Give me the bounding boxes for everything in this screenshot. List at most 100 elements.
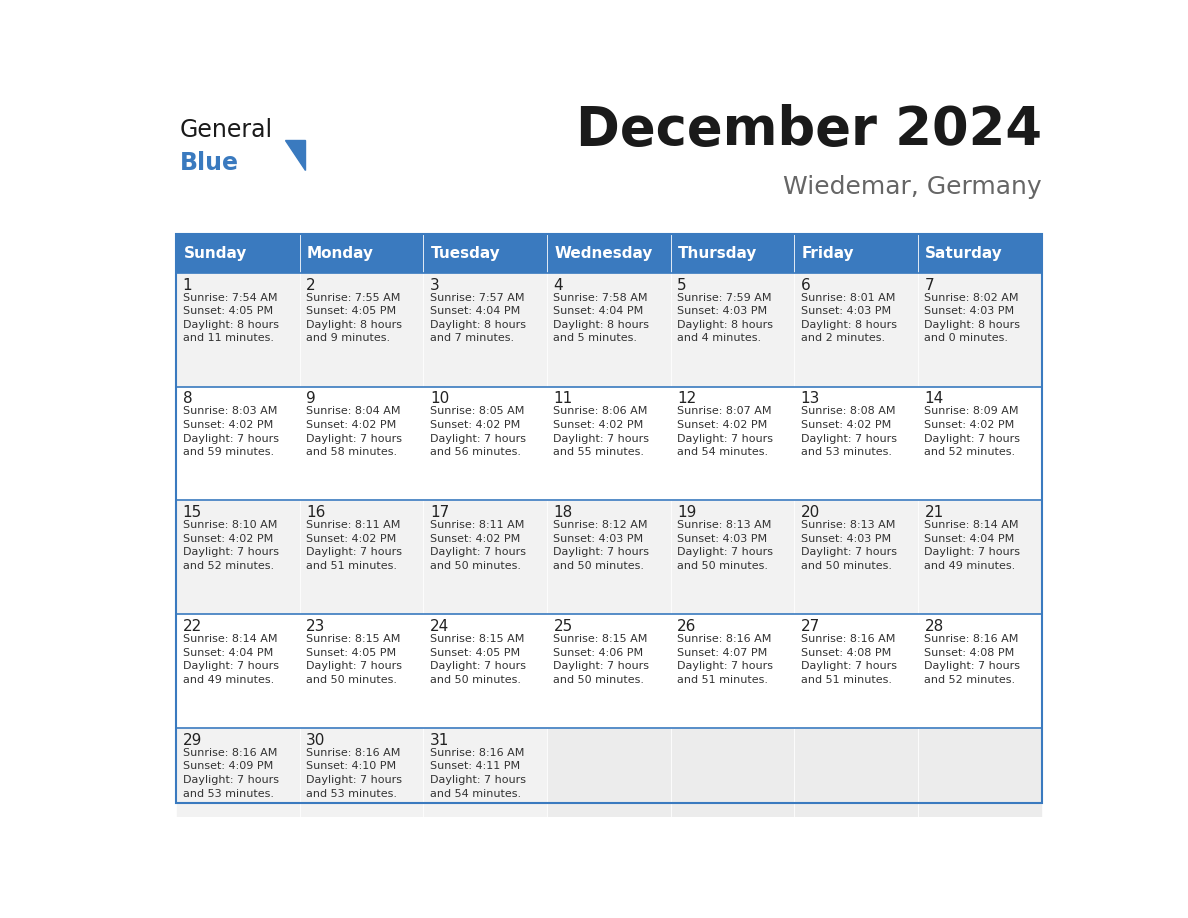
Text: 25: 25 bbox=[554, 619, 573, 634]
Text: Sunrise: 8:15 AM
Sunset: 4:05 PM
Daylight: 7 hours
and 50 minutes.: Sunrise: 8:15 AM Sunset: 4:05 PM Dayligh… bbox=[307, 634, 403, 685]
Polygon shape bbox=[285, 140, 305, 170]
Text: 29: 29 bbox=[183, 733, 202, 748]
Text: 11: 11 bbox=[554, 391, 573, 407]
Text: Monday: Monday bbox=[308, 246, 374, 261]
Text: Wiedemar, Germany: Wiedemar, Germany bbox=[783, 174, 1042, 198]
Text: Sunrise: 8:15 AM
Sunset: 4:05 PM
Daylight: 7 hours
and 50 minutes.: Sunrise: 8:15 AM Sunset: 4:05 PM Dayligh… bbox=[430, 634, 526, 685]
Text: Blue: Blue bbox=[179, 151, 239, 175]
Text: 28: 28 bbox=[924, 619, 943, 634]
Text: 27: 27 bbox=[801, 619, 820, 634]
Text: Sunrise: 8:16 AM
Sunset: 4:10 PM
Daylight: 7 hours
and 53 minutes.: Sunrise: 8:16 AM Sunset: 4:10 PM Dayligh… bbox=[307, 748, 403, 799]
Text: 8: 8 bbox=[183, 391, 192, 407]
Text: General: General bbox=[179, 118, 273, 142]
Text: Sunrise: 8:01 AM
Sunset: 4:03 PM
Daylight: 8 hours
and 2 minutes.: Sunrise: 8:01 AM Sunset: 4:03 PM Dayligh… bbox=[801, 293, 897, 343]
Text: Sunrise: 7:55 AM
Sunset: 4:05 PM
Daylight: 8 hours
and 9 minutes.: Sunrise: 7:55 AM Sunset: 4:05 PM Dayligh… bbox=[307, 293, 403, 343]
Text: Sunrise: 7:54 AM
Sunset: 4:05 PM
Daylight: 8 hours
and 11 minutes.: Sunrise: 7:54 AM Sunset: 4:05 PM Dayligh… bbox=[183, 293, 278, 343]
FancyBboxPatch shape bbox=[176, 728, 299, 842]
Text: Sunrise: 8:12 AM
Sunset: 4:03 PM
Daylight: 7 hours
and 50 minutes.: Sunrise: 8:12 AM Sunset: 4:03 PM Dayligh… bbox=[554, 521, 650, 571]
Text: December 2024: December 2024 bbox=[575, 104, 1042, 156]
Text: 22: 22 bbox=[183, 619, 202, 634]
FancyBboxPatch shape bbox=[795, 273, 918, 386]
FancyBboxPatch shape bbox=[176, 273, 299, 386]
Text: 30: 30 bbox=[307, 733, 326, 748]
FancyBboxPatch shape bbox=[546, 728, 671, 842]
Text: Sunrise: 8:07 AM
Sunset: 4:02 PM
Daylight: 7 hours
and 54 minutes.: Sunrise: 8:07 AM Sunset: 4:02 PM Dayligh… bbox=[677, 407, 773, 457]
FancyBboxPatch shape bbox=[299, 386, 423, 500]
FancyBboxPatch shape bbox=[176, 614, 299, 728]
Text: Sunrise: 8:16 AM
Sunset: 4:08 PM
Daylight: 7 hours
and 51 minutes.: Sunrise: 8:16 AM Sunset: 4:08 PM Dayligh… bbox=[801, 634, 897, 685]
FancyBboxPatch shape bbox=[546, 614, 671, 728]
Text: Sunday: Sunday bbox=[183, 246, 247, 261]
FancyBboxPatch shape bbox=[918, 386, 1042, 500]
Text: 13: 13 bbox=[801, 391, 820, 407]
Text: 5: 5 bbox=[677, 277, 687, 293]
Text: Tuesday: Tuesday bbox=[431, 246, 500, 261]
FancyBboxPatch shape bbox=[671, 234, 795, 273]
FancyBboxPatch shape bbox=[299, 728, 423, 842]
Text: Wednesday: Wednesday bbox=[555, 246, 652, 261]
FancyBboxPatch shape bbox=[546, 234, 671, 273]
FancyBboxPatch shape bbox=[671, 273, 795, 386]
Text: 2: 2 bbox=[307, 277, 316, 293]
Text: Sunrise: 8:04 AM
Sunset: 4:02 PM
Daylight: 7 hours
and 58 minutes.: Sunrise: 8:04 AM Sunset: 4:02 PM Dayligh… bbox=[307, 407, 403, 457]
FancyBboxPatch shape bbox=[795, 234, 918, 273]
FancyBboxPatch shape bbox=[176, 234, 299, 273]
FancyBboxPatch shape bbox=[423, 386, 546, 500]
FancyBboxPatch shape bbox=[423, 273, 546, 386]
FancyBboxPatch shape bbox=[918, 273, 1042, 386]
Text: 21: 21 bbox=[924, 505, 943, 521]
Text: Sunrise: 8:16 AM
Sunset: 4:09 PM
Daylight: 7 hours
and 53 minutes.: Sunrise: 8:16 AM Sunset: 4:09 PM Dayligh… bbox=[183, 748, 278, 799]
Text: 20: 20 bbox=[801, 505, 820, 521]
Text: 14: 14 bbox=[924, 391, 943, 407]
Text: 23: 23 bbox=[307, 619, 326, 634]
Text: Sunrise: 8:16 AM
Sunset: 4:08 PM
Daylight: 7 hours
and 52 minutes.: Sunrise: 8:16 AM Sunset: 4:08 PM Dayligh… bbox=[924, 634, 1020, 685]
Text: 4: 4 bbox=[554, 277, 563, 293]
Text: Sunrise: 8:14 AM
Sunset: 4:04 PM
Daylight: 7 hours
and 49 minutes.: Sunrise: 8:14 AM Sunset: 4:04 PM Dayligh… bbox=[183, 634, 278, 685]
Text: Saturday: Saturday bbox=[925, 246, 1003, 261]
FancyBboxPatch shape bbox=[671, 728, 795, 842]
Text: Sunrise: 8:11 AM
Sunset: 4:02 PM
Daylight: 7 hours
and 51 minutes.: Sunrise: 8:11 AM Sunset: 4:02 PM Dayligh… bbox=[307, 521, 403, 571]
Text: Sunrise: 7:59 AM
Sunset: 4:03 PM
Daylight: 8 hours
and 4 minutes.: Sunrise: 7:59 AM Sunset: 4:03 PM Dayligh… bbox=[677, 293, 773, 343]
FancyBboxPatch shape bbox=[176, 500, 299, 614]
Text: 6: 6 bbox=[801, 277, 810, 293]
FancyBboxPatch shape bbox=[299, 273, 423, 386]
FancyBboxPatch shape bbox=[918, 614, 1042, 728]
FancyBboxPatch shape bbox=[671, 614, 795, 728]
Text: Sunrise: 8:16 AM
Sunset: 4:11 PM
Daylight: 7 hours
and 54 minutes.: Sunrise: 8:16 AM Sunset: 4:11 PM Dayligh… bbox=[430, 748, 526, 799]
Text: Friday: Friday bbox=[802, 246, 854, 261]
Text: Sunrise: 7:58 AM
Sunset: 4:04 PM
Daylight: 8 hours
and 5 minutes.: Sunrise: 7:58 AM Sunset: 4:04 PM Dayligh… bbox=[554, 293, 650, 343]
Text: 24: 24 bbox=[430, 619, 449, 634]
Text: 31: 31 bbox=[430, 733, 449, 748]
Text: 15: 15 bbox=[183, 505, 202, 521]
Text: 1: 1 bbox=[183, 277, 192, 293]
FancyBboxPatch shape bbox=[546, 386, 671, 500]
Text: Sunrise: 7:57 AM
Sunset: 4:04 PM
Daylight: 8 hours
and 7 minutes.: Sunrise: 7:57 AM Sunset: 4:04 PM Dayligh… bbox=[430, 293, 526, 343]
Text: 7: 7 bbox=[924, 277, 934, 293]
FancyBboxPatch shape bbox=[299, 234, 423, 273]
Text: 9: 9 bbox=[307, 391, 316, 407]
FancyBboxPatch shape bbox=[795, 500, 918, 614]
Text: Sunrise: 8:09 AM
Sunset: 4:02 PM
Daylight: 7 hours
and 52 minutes.: Sunrise: 8:09 AM Sunset: 4:02 PM Dayligh… bbox=[924, 407, 1020, 457]
Text: 10: 10 bbox=[430, 391, 449, 407]
Text: Sunrise: 8:05 AM
Sunset: 4:02 PM
Daylight: 7 hours
and 56 minutes.: Sunrise: 8:05 AM Sunset: 4:02 PM Dayligh… bbox=[430, 407, 526, 457]
Text: 3: 3 bbox=[430, 277, 440, 293]
FancyBboxPatch shape bbox=[795, 614, 918, 728]
FancyBboxPatch shape bbox=[299, 500, 423, 614]
FancyBboxPatch shape bbox=[423, 614, 546, 728]
Text: Thursday: Thursday bbox=[678, 246, 758, 261]
Text: 26: 26 bbox=[677, 619, 696, 634]
Text: Sunrise: 8:06 AM
Sunset: 4:02 PM
Daylight: 7 hours
and 55 minutes.: Sunrise: 8:06 AM Sunset: 4:02 PM Dayligh… bbox=[554, 407, 650, 457]
FancyBboxPatch shape bbox=[918, 234, 1042, 273]
Text: Sunrise: 8:02 AM
Sunset: 4:03 PM
Daylight: 8 hours
and 0 minutes.: Sunrise: 8:02 AM Sunset: 4:03 PM Dayligh… bbox=[924, 293, 1020, 343]
FancyBboxPatch shape bbox=[299, 614, 423, 728]
FancyBboxPatch shape bbox=[671, 500, 795, 614]
FancyBboxPatch shape bbox=[546, 500, 671, 614]
FancyBboxPatch shape bbox=[423, 234, 546, 273]
Text: Sunrise: 8:08 AM
Sunset: 4:02 PM
Daylight: 7 hours
and 53 minutes.: Sunrise: 8:08 AM Sunset: 4:02 PM Dayligh… bbox=[801, 407, 897, 457]
Text: Sunrise: 8:13 AM
Sunset: 4:03 PM
Daylight: 7 hours
and 50 minutes.: Sunrise: 8:13 AM Sunset: 4:03 PM Dayligh… bbox=[801, 521, 897, 571]
Text: 12: 12 bbox=[677, 391, 696, 407]
Text: Sunrise: 8:10 AM
Sunset: 4:02 PM
Daylight: 7 hours
and 52 minutes.: Sunrise: 8:10 AM Sunset: 4:02 PM Dayligh… bbox=[183, 521, 278, 571]
Text: 16: 16 bbox=[307, 505, 326, 521]
Text: Sunrise: 8:14 AM
Sunset: 4:04 PM
Daylight: 7 hours
and 49 minutes.: Sunrise: 8:14 AM Sunset: 4:04 PM Dayligh… bbox=[924, 521, 1020, 571]
Text: Sunrise: 8:03 AM
Sunset: 4:02 PM
Daylight: 7 hours
and 59 minutes.: Sunrise: 8:03 AM Sunset: 4:02 PM Dayligh… bbox=[183, 407, 278, 457]
